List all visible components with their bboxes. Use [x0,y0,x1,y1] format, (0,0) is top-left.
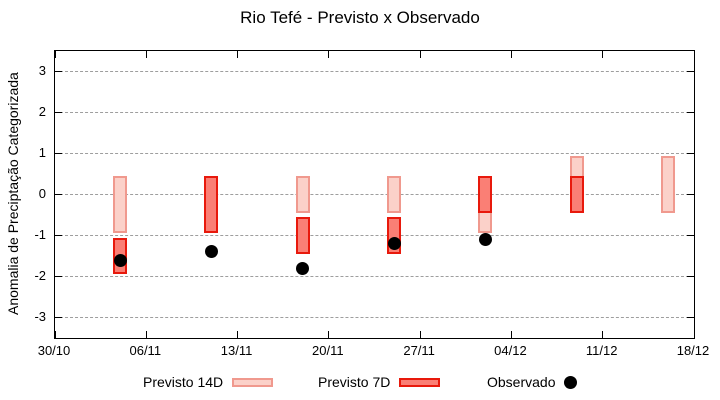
x-tick-mark-top [510,51,512,58]
plot-area [54,50,695,339]
dot-observado [113,253,127,267]
x-tick-mark-top [328,51,330,58]
x-tick-label: 30/10 [37,343,71,358]
x-tick-mark-top [54,51,56,58]
x-tick-mark-top [602,51,604,58]
x-tick-mark-bottom [328,331,330,338]
legend-swatch-previsto-14d [232,377,274,387]
x-tick-label: 13/11 [220,343,253,358]
bar-previsto7d [204,176,219,234]
x-tick-mark-top [693,51,695,58]
bar-previsto14d [660,155,675,213]
legend-item-observado: Observado [487,371,578,393]
y-tick-mark-right [687,71,694,72]
legend: Previsto 14D Previsto 7D Observado [0,371,720,393]
x-tick-mark-bottom [419,331,421,338]
x-tick-mark-bottom [693,331,695,338]
y-tick-mark-left [55,112,62,113]
y-tick-mark-left [55,194,62,195]
x-tick-label: 20/11 [312,343,344,358]
x-tick-mark-top [237,51,239,58]
y-tick-mark-right [687,276,694,277]
grid-line [55,235,694,236]
x-tick-mark-bottom [54,331,56,338]
legend-swatch-previsto-7d [399,377,441,387]
y-tick-mark-right [687,235,694,236]
x-tick-mark-top [145,51,147,58]
bar-previsto14d [295,176,310,213]
y-tick-mark-left [55,153,62,154]
grid-line [55,194,694,195]
y-tick-label: 2 [38,103,46,119]
x-tick-label: 04/12 [494,343,527,358]
chart-title: Rio Tefé - Previsto x Observado [240,8,480,27]
bar-previsto7d [569,176,584,213]
bar-previsto14d [113,176,128,234]
bar-previsto7d [478,176,493,213]
dot-observado [296,261,310,275]
dot-observado [478,233,492,247]
grid-line [55,276,694,277]
y-tick-mark-left [55,317,62,318]
grid-line [55,153,694,154]
grid-line [55,71,694,72]
legend-item-previsto-14d: Previsto 14D [143,371,274,393]
y-tick-label: 3 [38,62,46,78]
x-tick-label: 11/12 [585,343,618,358]
bar-previsto7d [295,217,310,254]
x-tick-label: 18/12 [676,343,710,358]
dot-observado [387,237,401,251]
y-tick-mark-left [55,71,62,72]
y-tick-label: 1 [38,144,46,160]
x-tick-mark-bottom [510,331,512,338]
x-tick-mark-top [419,51,421,58]
y-tick-mark-right [687,194,694,195]
dot-observado [204,245,218,259]
legend-label-previsto-7d: Previsto 7D [318,374,391,390]
x-tick-mark-bottom [602,331,604,338]
x-tick-label: 27/11 [403,343,435,358]
y-tick-mark-left [55,235,62,236]
legend-label-observado: Observado [487,374,556,390]
x-tick-mark-bottom [145,331,147,338]
legend-item-previsto-7d: Previsto 7D [318,371,441,393]
y-tick-label: -1 [34,226,46,242]
grid-line [55,112,694,113]
y-tick-mark-right [687,153,694,154]
y-tick-mark-right [687,317,694,318]
y-tick-mark-right [687,112,694,113]
legend-marker-observado-icon [564,375,578,389]
grid-line [55,317,694,318]
x-tick-mark-bottom [237,331,239,338]
y-tick-mark-left [55,276,62,277]
legend-label-previsto-14d: Previsto 14D [143,374,224,390]
x-tick-label: 06/11 [129,343,162,358]
y-tick-label: 0 [38,185,46,201]
y-tick-label: -2 [34,267,46,283]
y-tick-label: -3 [34,308,46,324]
bar-previsto14d [387,176,402,213]
